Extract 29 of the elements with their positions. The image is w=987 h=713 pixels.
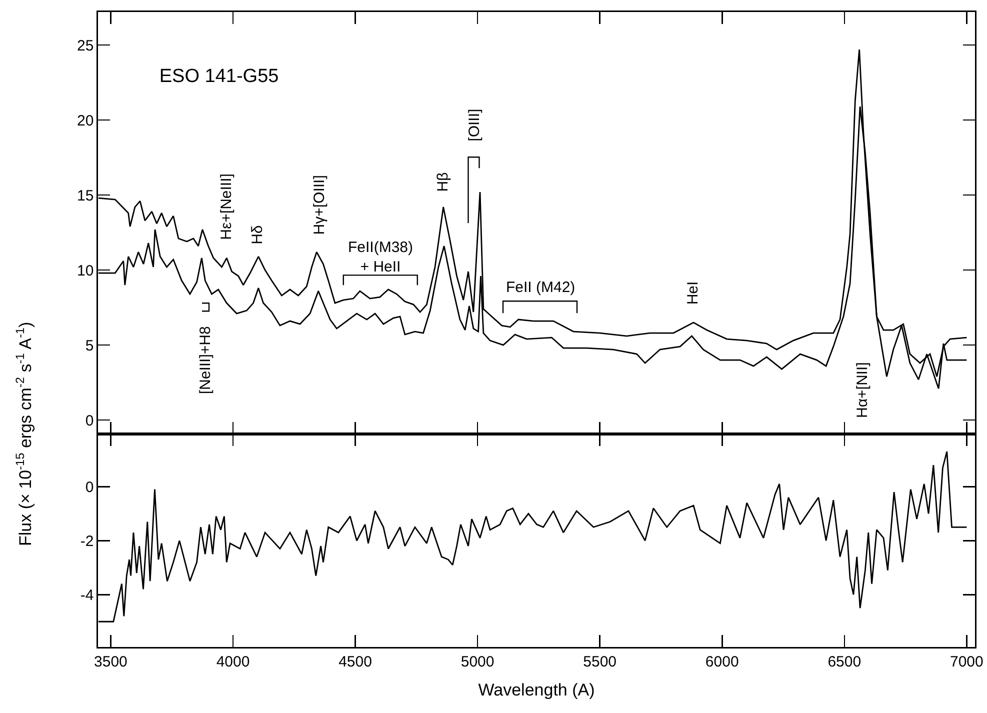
x-tick-label: 6500 (828, 653, 862, 670)
y-tick-label: 5 (85, 337, 94, 354)
x-tick-label: 4000 (216, 653, 250, 670)
annotation: Hβ (434, 172, 452, 192)
y-tick-label: 20 (77, 112, 94, 130)
y-tick-label: 0 (85, 478, 94, 496)
annotation: [NeIII]+H8 (196, 326, 214, 394)
y-tick-label: -2 (80, 532, 94, 550)
x-tick-label: 6000 (705, 653, 739, 670)
x-tick-label: 3500 (94, 653, 128, 670)
x-axis-title: Wavelength (A) (478, 680, 595, 700)
annotation: FeII(M38) + HeII (348, 239, 414, 276)
annotation: Hα+[NII] (854, 362, 871, 418)
x-tick-label: 5000 (460, 653, 494, 670)
y-tick-label: 10 (77, 262, 94, 280)
x-tick-label: 4500 (338, 653, 372, 670)
y-tick-label: 25 (77, 37, 94, 54)
annotation: Hε+[NeIII] (218, 174, 235, 240)
annotation: [OIII] (466, 108, 484, 142)
x-tick-label: 5500 (583, 653, 617, 670)
text: ESO 141-G55 (159, 66, 279, 87)
annotation: FeII (M42) (506, 279, 576, 296)
y-tick-label: 0 (85, 412, 94, 430)
annotation: HeI (684, 281, 702, 305)
annotation: Hγ+[OIII] (311, 175, 328, 235)
y-tick-label: 15 (77, 187, 94, 204)
annotation: Hδ (248, 225, 266, 244)
x-tick-label: 7000 (950, 653, 984, 670)
y-tick-label: -4 (80, 586, 94, 604)
